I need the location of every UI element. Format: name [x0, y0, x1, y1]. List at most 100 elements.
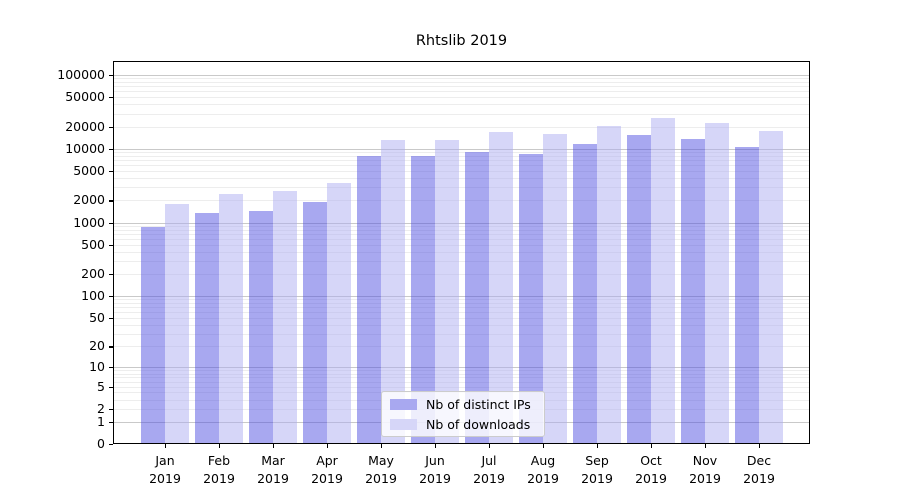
gridline-major [113, 367, 810, 369]
y-axis-tick-label: 2 [97, 400, 105, 416]
x-tick-mark [381, 444, 383, 448]
gridline-minor [113, 187, 810, 189]
gridline-minor [113, 171, 810, 172]
x-axis-tick-label: Aug 2019 [527, 453, 559, 486]
x-tick-mark [489, 444, 491, 448]
y-axis-tick-label: 2000 [73, 192, 105, 208]
gridline-minor [113, 155, 810, 157]
y-tick-mark [109, 222, 113, 224]
x-tick-mark [273, 444, 275, 448]
legend-item: Nb of downloads [390, 417, 536, 432]
y-tick-mark [109, 148, 113, 151]
gridline-minor [113, 113, 810, 115]
gridline-minor [113, 303, 810, 305]
gridline-minor [113, 200, 810, 202]
y-axis-tick-label: 50000 [65, 89, 105, 105]
gridline-minor [113, 373, 810, 375]
y-tick-mark [109, 75, 113, 77]
gridline-minor [113, 346, 810, 348]
gridline-minor [113, 312, 810, 314]
bar-downloads-nov-2019 [705, 122, 729, 444]
gridline-minor [113, 244, 810, 246]
x-axis-tick-label: Mar 2019 [257, 453, 289, 486]
y-axis-tick-label: 10000 [65, 140, 105, 156]
x-axis-tick-label: Dec 2019 [743, 453, 775, 486]
bar-downloads-apr-2019 [327, 182, 351, 444]
y-axis-tick-label: 100000 [57, 67, 105, 82]
y-tick-mark [109, 296, 113, 298]
bar-distinct-ips-apr-2019 [303, 201, 327, 444]
y-axis-tick-label: 5 [97, 378, 105, 394]
x-tick-mark [705, 444, 707, 448]
gridline-minor [113, 234, 810, 235]
y-axis-tick-label: 20 [89, 338, 105, 354]
x-tick-mark [165, 444, 167, 448]
bar-distinct-ips-feb-2019 [195, 213, 219, 444]
gridline-minor [113, 307, 810, 309]
gridline-minor [113, 333, 810, 335]
x-axis-tick-label: Feb 2019 [203, 453, 235, 486]
gridline-minor [113, 152, 810, 154]
gridline-minor [113, 225, 810, 227]
bar-downloads-aug-2019 [543, 134, 567, 444]
gridline-minor [113, 178, 810, 180]
bar-downloads-oct-2019 [651, 118, 675, 444]
gridline-minor [113, 251, 810, 253]
x-axis-tick-label: Nov 2019 [689, 453, 721, 486]
y-axis-tick-label: 0 [97, 436, 105, 451]
gridline-minor [113, 229, 810, 231]
x-tick-mark [327, 444, 329, 448]
bar-distinct-ips-dec-2019 [735, 146, 759, 444]
bar-distinct-ips-oct-2019 [627, 134, 651, 444]
gridline-minor [113, 104, 810, 106]
legend-swatch-downloads [390, 418, 417, 430]
y-tick-mark [109, 346, 113, 348]
gridline-minor [113, 377, 810, 379]
y-axis-tick-label: 20000 [65, 118, 105, 134]
y-tick-mark [109, 244, 113, 247]
x-axis-tick-label: Jun 2019 [419, 453, 451, 486]
gridline-minor [113, 165, 810, 167]
x-axis-tick-label: Apr 2019 [311, 453, 343, 486]
plot-area [113, 61, 810, 444]
bar-downloads-jan-2019 [165, 203, 189, 444]
bar-downloads-mar-2019 [273, 191, 297, 444]
y-axis-tick-label: 10 [89, 359, 105, 375]
y-tick-mark [109, 171, 113, 173]
gridline-minor [113, 299, 810, 301]
y-axis-tick-label: 200 [81, 266, 105, 281]
legend-swatch-distinct-ips [390, 398, 417, 410]
gridline-major [113, 296, 810, 298]
legend: Nb of distinct IPs Nb of downloads [381, 391, 545, 437]
x-axis-tick-label: May 2019 [365, 453, 397, 486]
legend-item: Nb of distinct IPs [390, 397, 536, 412]
bar-distinct-ips-sep-2019 [573, 143, 597, 444]
y-axis-tick-label: 100 [81, 288, 105, 304]
gridline-minor [113, 126, 810, 128]
gridline-minor [113, 381, 810, 383]
y-tick-mark [109, 200, 113, 202]
y-tick-mark [109, 318, 113, 320]
gridline-minor [113, 325, 810, 326]
x-tick-mark [597, 444, 599, 448]
bar-downloads-sep-2019 [597, 125, 621, 444]
x-tick-mark [219, 444, 221, 448]
y-tick-mark [109, 408, 113, 411]
y-tick-mark [109, 421, 113, 424]
gridline-minor [113, 160, 810, 162]
bar-downloads-feb-2019 [219, 193, 243, 444]
bar-distinct-ips-may-2019 [357, 156, 381, 444]
x-axis-tick-label: Jul 2019 [473, 453, 505, 486]
bar-distinct-ips-mar-2019 [249, 210, 273, 444]
x-tick-mark [651, 444, 653, 448]
gridline-minor [113, 97, 810, 99]
y-tick-mark [109, 444, 113, 446]
y-axis-tick-label: 50 [89, 310, 105, 325]
y-tick-mark [109, 386, 113, 388]
bar-distinct-ips-nov-2019 [681, 139, 705, 444]
y-tick-mark [109, 126, 113, 128]
y-axis-tick-label: 1000 [73, 214, 105, 230]
gridline-minor [113, 261, 810, 263]
y-tick-mark [109, 97, 113, 99]
x-axis-tick-label: Jan 2019 [149, 453, 181, 486]
